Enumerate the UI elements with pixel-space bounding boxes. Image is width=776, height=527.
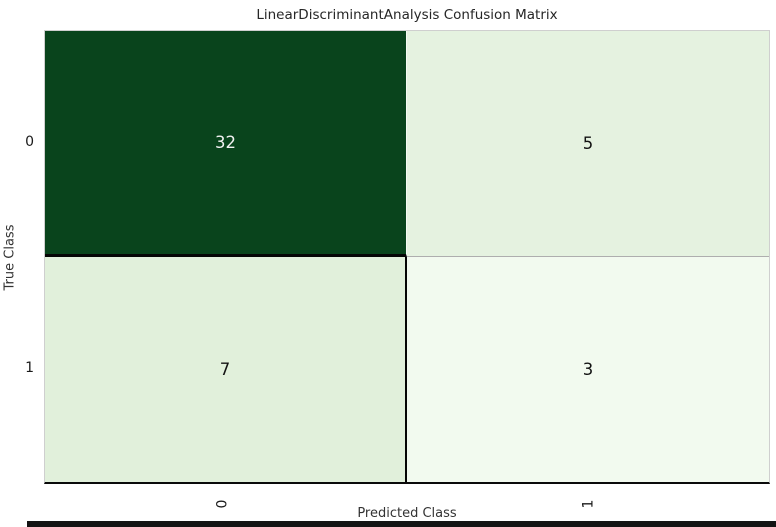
matrix-cell-0-0: 32 xyxy=(45,31,407,257)
matrix-cell-1-1: 3 xyxy=(407,256,769,482)
bottom-edge-bar xyxy=(27,521,776,527)
chart-title: LinearDiscriminantAnalysis Confusion Mat… xyxy=(256,7,558,23)
y-axis-label-wrap: True Class xyxy=(0,30,19,484)
matrix-cell-0-1: 5 xyxy=(407,31,769,257)
y-tick-label-1: 1 xyxy=(25,360,34,376)
x-axis-label: Predicted Class xyxy=(357,506,457,521)
y-axis-label: True Class xyxy=(2,224,18,290)
y-tick-label-0: 0 xyxy=(25,134,34,150)
matrix-cell-1-0: 7 xyxy=(45,256,407,482)
matrix-grid: 32 5 7 3 xyxy=(44,30,770,484)
